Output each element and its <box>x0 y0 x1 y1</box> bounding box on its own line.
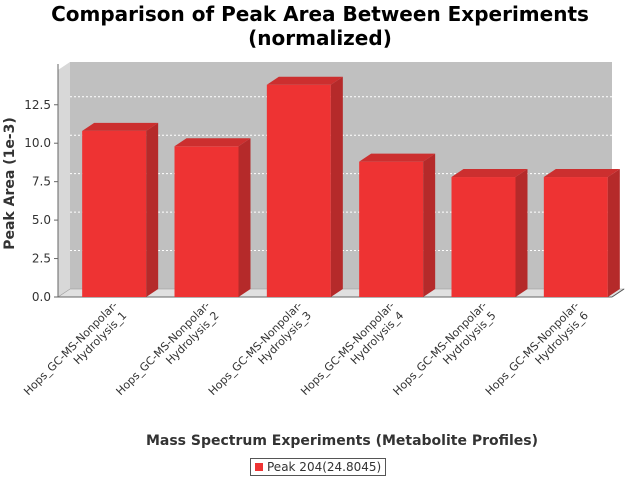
bar-front <box>543 177 608 297</box>
bar <box>359 153 436 297</box>
bar-side <box>146 122 159 298</box>
bar-front <box>82 130 147 297</box>
bar-side <box>607 169 620 297</box>
plot-side-wall <box>58 62 70 297</box>
x-tick-label: Hops_GC-MS-Nonpolar- <box>21 299 120 398</box>
bar <box>266 76 343 297</box>
bar <box>82 122 159 298</box>
x-tick-label: Hops_GC-MS-Nonpolar- <box>298 299 397 398</box>
bar-top <box>359 153 436 162</box>
y-tick-label: 7.5 <box>32 175 51 189</box>
chart-title-line-1: Comparison of Peak Area Between Experime… <box>51 2 589 26</box>
bar-front <box>266 84 331 297</box>
legend-label: Peak 204(24.8045) <box>267 460 382 474</box>
bar-front <box>359 161 424 297</box>
bar <box>451 169 528 297</box>
bar-top <box>82 122 159 131</box>
bar-side <box>238 138 251 297</box>
y-tick-label: 5.0 <box>32 213 51 227</box>
x-tick-label: Hops_GC-MS-Nonpolar- <box>114 299 213 398</box>
chart-title: Comparison of Peak Area Between Experime… <box>0 2 640 50</box>
x-tick-label: Hops_GC-MS-Nonpolar- <box>483 299 582 398</box>
bar-top <box>174 138 251 147</box>
y-tick-label: 10.0 <box>24 136 51 150</box>
y-axis-label: Peak Area (1e-3) <box>2 117 18 250</box>
bar-top <box>451 169 528 178</box>
legend-swatch <box>255 463 263 471</box>
bar-side <box>330 76 343 297</box>
legend: Peak 204(24.8045) <box>250 458 387 476</box>
bar <box>174 138 251 297</box>
bar-front <box>174 146 239 297</box>
x-tick-label: Hops_GC-MS-Nonpolar- <box>206 299 305 398</box>
bar-top <box>266 76 343 85</box>
y-tick-label: 0.0 <box>32 290 51 304</box>
y-tick-label: 2.5 <box>32 252 51 266</box>
y-tick-label: 12.5 <box>24 98 51 112</box>
bar-side <box>515 169 528 297</box>
floor-edge <box>611 288 625 298</box>
x-axis-label: Mass Spectrum Experiments (Metabolite Pr… <box>146 433 538 449</box>
bar-front <box>451 177 516 297</box>
x-tick-label: Hops_GC-MS-Nonpolar- <box>391 299 490 398</box>
chart-title-line-2: (normalized) <box>248 26 392 50</box>
bar <box>543 169 620 297</box>
bar-top <box>543 169 620 178</box>
bar-side <box>423 153 436 297</box>
